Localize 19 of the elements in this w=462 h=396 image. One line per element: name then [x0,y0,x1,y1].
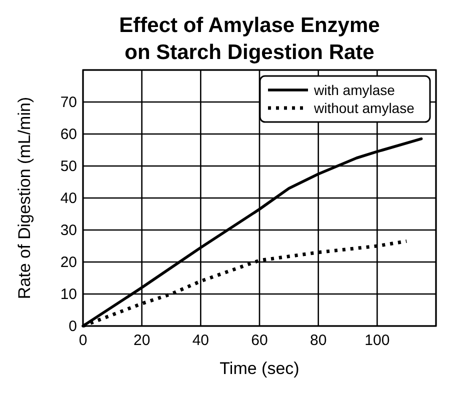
x-tick-label: 20 [133,332,150,349]
y-tick-label: 10 [60,286,77,303]
x-tick-label: 40 [192,332,210,349]
x-tick-label: 100 [364,332,390,349]
y-tick-label: 20 [60,254,77,271]
x-tick-label: 60 [251,332,268,349]
y-tick-label: 70 [60,94,77,111]
y-tick-label: 50 [60,158,77,175]
x-axis-title: Time (sec) [220,359,300,378]
y-tick-label: 30 [60,222,77,239]
x-tick-label: 0 [78,332,88,349]
x-tick-label: 80 [310,332,327,349]
legend-label: without amylase [313,100,415,116]
y-tick-label: 0 [68,318,77,335]
y-axis-title: Rate of Digestion (mL/min) [15,96,34,300]
legend-label: with amylase [313,82,396,98]
chart-title: Effect of Amylase Enzyme on Starch Digestion Rate [119,14,380,64]
y-tick-label: 60 [60,126,77,143]
y-tick-label: 40 [60,190,77,207]
